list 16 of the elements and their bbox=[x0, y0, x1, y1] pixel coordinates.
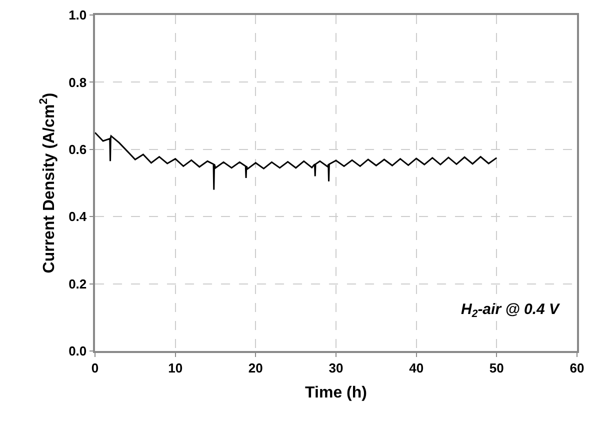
x-tick-label: 50 bbox=[489, 360, 504, 376]
y-tick-label: 0.8 bbox=[68, 74, 87, 90]
x-tick-label: 40 bbox=[409, 360, 424, 376]
x-tick-label: 30 bbox=[328, 360, 344, 376]
x-tick-label: 20 bbox=[248, 360, 263, 376]
x-tick-label: 10 bbox=[168, 360, 183, 376]
x-tick-label: 0 bbox=[91, 360, 99, 376]
y-tick-label: 1.0 bbox=[68, 8, 87, 23]
y-tick-label: 0.6 bbox=[68, 142, 87, 157]
x-axis-title: Time (h) bbox=[305, 384, 367, 402]
annotation: H$_{2}$-air @ 0.4 V bbox=[461, 301, 562, 320]
line-series bbox=[95, 132, 498, 190]
x-tick-label: 60 bbox=[570, 360, 584, 376]
y-tick-label: 0.4 bbox=[68, 209, 88, 224]
y-tick-label: 0.0 bbox=[68, 344, 87, 359]
y-tick-label: 0.2 bbox=[68, 276, 87, 292]
